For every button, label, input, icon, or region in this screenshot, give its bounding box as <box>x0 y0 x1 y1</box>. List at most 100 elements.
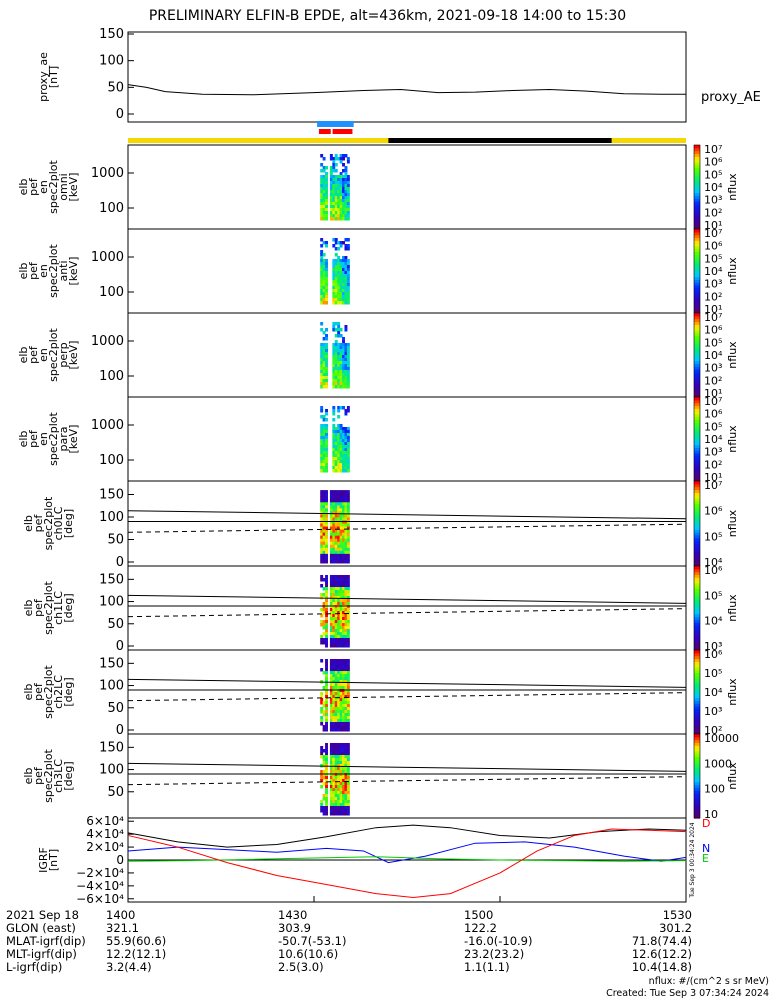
spectrogram-cell <box>325 587 328 591</box>
spectrogram-cell <box>332 800 336 804</box>
spectrogram-cell <box>342 214 345 218</box>
colorbar-step <box>694 680 700 685</box>
spectrogram-cell <box>329 157 333 161</box>
spectrogram-cell <box>325 611 328 615</box>
spectrogram-cell <box>332 187 336 191</box>
spectrogram-cell <box>344 265 348 269</box>
spectrogram-cell <box>337 764 341 768</box>
footer-value: 10.4(14.8) <box>631 960 692 974</box>
colorbar-step <box>694 397 700 401</box>
footer-value: -50.7(-53.1) <box>278 934 347 948</box>
spectrogram-cell <box>334 292 338 296</box>
spectrogram-cell <box>334 283 338 287</box>
spectrogram-cell <box>337 205 341 209</box>
colorbar-step <box>694 444 700 448</box>
spectrogram-cell <box>325 418 328 422</box>
spectrogram-cell <box>320 442 324 446</box>
spectrogram-cell <box>342 241 345 245</box>
spectrogram-cell <box>332 424 336 428</box>
spectrogram-cell <box>339 379 343 383</box>
spectrogram-cell <box>337 587 341 591</box>
spectrogram-cell <box>325 178 328 182</box>
spectrogram-cell <box>334 686 338 690</box>
colorbar-step <box>694 430 700 434</box>
spectrogram-cell <box>329 671 333 675</box>
spectrogram-cell <box>322 520 326 524</box>
spectrogram-cell <box>337 578 341 582</box>
spectrogram-cell <box>337 511 341 515</box>
spectrogram-cell <box>342 178 345 182</box>
spectrogram-cell <box>344 190 348 194</box>
spectrogram-cell <box>337 800 341 804</box>
spectrogram-cell <box>346 490 350 494</box>
spectrogram-cell <box>325 722 328 726</box>
spectrogram-cell <box>334 493 338 497</box>
colorbar-step <box>694 627 700 631</box>
y-axis-label-line: pef <box>27 261 40 280</box>
spectrogram-cell <box>329 520 333 524</box>
colorbar-step <box>694 413 700 418</box>
spectrogram-cell <box>337 352 341 356</box>
spectrogram-cell <box>342 292 345 296</box>
spectrogram-cell <box>329 620 333 624</box>
spectrogram-cell <box>329 659 333 663</box>
spectrogram-cell <box>339 728 343 732</box>
spectrogram-cell <box>325 800 328 804</box>
spectrogram-cell <box>332 349 336 353</box>
spectrogram-cell <box>322 280 326 284</box>
spectrogram-cell <box>322 415 326 419</box>
spectrogram-cell <box>322 178 326 182</box>
spectrogram-cell <box>346 800 350 804</box>
spectrogram-cell <box>332 373 336 377</box>
spectrogram-cell <box>337 328 341 332</box>
colorbar-tick-label: 10⁵ <box>704 252 722 265</box>
spectrogram-cell <box>344 785 348 789</box>
spectrogram-cell <box>337 439 341 443</box>
footer-value: 71.8(74.4) <box>631 934 692 948</box>
colorbar-step <box>694 215 700 219</box>
spectrogram-cell <box>320 454 324 458</box>
spectrogram-cell <box>329 776 333 780</box>
spectrogram-cell <box>334 193 338 197</box>
spectrogram-cell <box>332 433 336 437</box>
spectrogram-cell <box>325 412 328 416</box>
spectrogram-cell <box>322 271 326 275</box>
spectrogram-cell <box>346 611 350 615</box>
spectrogram-cell <box>337 605 341 609</box>
spectrogram-cell <box>346 791 350 795</box>
spectrogram-cell <box>332 370 336 374</box>
colorbar-step <box>694 391 700 395</box>
spectrogram-cell <box>325 758 328 762</box>
spectrogram-cell <box>322 157 326 161</box>
spectrogram-cell <box>325 602 328 606</box>
spectrogram-ch2LC <box>320 659 350 732</box>
spectrogram-cell <box>320 520 324 524</box>
colorbar-step <box>694 529 700 533</box>
spectrogram-cell <box>344 689 348 693</box>
spectrogram-cell <box>332 208 336 212</box>
spectrogram-cell <box>329 175 333 179</box>
spectrogram-cell <box>337 671 341 675</box>
spectrogram-cell <box>344 752 348 756</box>
spectrogram-cell <box>346 463 350 467</box>
spectrogram-cell <box>332 677 336 681</box>
colorbar-ch0LC <box>693 480 701 567</box>
y-axis-label-line: spec2plot <box>42 581 55 635</box>
spectrogram-cell <box>325 514 328 518</box>
colorbar-step <box>694 520 700 525</box>
colorbar-step <box>694 436 700 440</box>
colorbar-ch2LC <box>693 649 701 735</box>
spectrogram-cell <box>329 208 333 212</box>
spectrogram-cell <box>337 448 341 452</box>
spectrogram-cell <box>346 599 350 603</box>
spectrogram-cell <box>339 809 343 813</box>
colorbar-step <box>694 450 700 454</box>
spectrogram-cell <box>346 196 350 200</box>
spectrogram-cell <box>346 541 350 546</box>
spectrogram-cell <box>334 505 338 509</box>
spectrogram-cell <box>325 677 328 681</box>
spectrogram-cell <box>322 439 326 443</box>
spectrogram-cell <box>332 283 336 287</box>
spectrogram-cell <box>322 373 326 377</box>
spectrogram-cell <box>320 406 324 410</box>
